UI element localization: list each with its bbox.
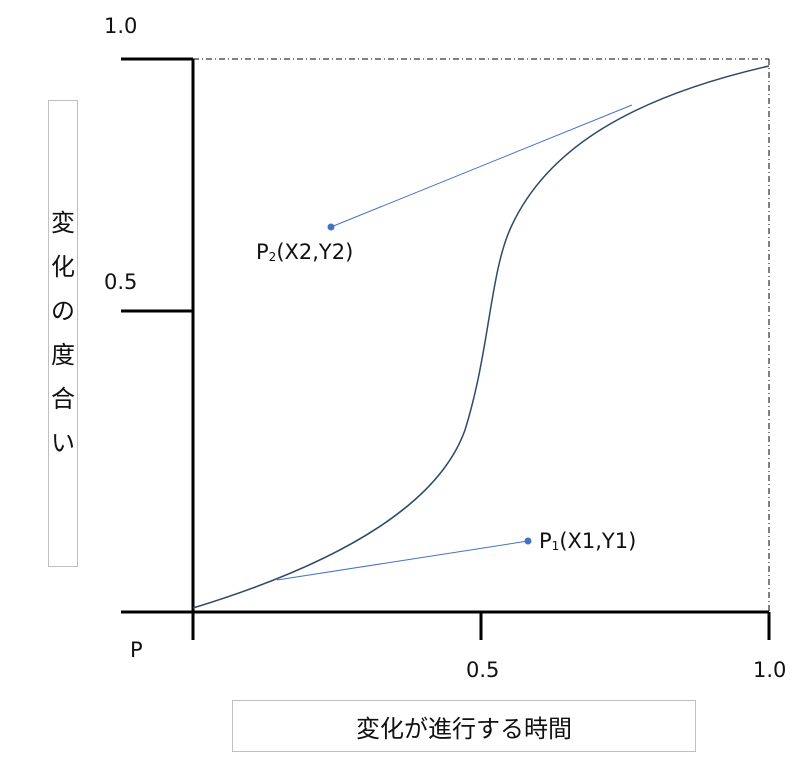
x-tick-label-05: 0.5 [466,658,500,682]
p2-subscript: 2 [268,250,277,264]
y-tick-label-1: 1.0 [104,14,138,38]
y-tick-label-05: 0.5 [104,270,138,294]
y-label-char: 変 [51,209,75,237]
y-label-char: 度 [51,341,75,369]
y-label-char: の [51,297,75,325]
x-axis-label-box: 変化が進行する時間 [232,700,696,752]
handle-line-p1 [276,540,529,581]
p1-letter: P [539,529,552,553]
control-point-p2[interactable] [327,223,335,231]
p2-letter: P [256,240,269,264]
p2-coords: (X2,Y2) [276,240,354,264]
x-tick-label-1: 1.0 [753,658,787,682]
point-label-p1: P1(X1,Y1) [539,529,637,553]
point-label-p2: P2(X2,Y2) [256,240,354,264]
p1-coords: (X1,Y1) [559,529,637,553]
y-label-char: 化 [51,253,75,281]
origin-label: P [130,638,143,662]
handle-line-p2 [330,104,633,228]
bezier-curve [192,65,770,609]
y-label-char: 合 [51,385,75,413]
control-point-p1[interactable] [524,537,532,545]
x-axis-label: 変化が進行する時間 [356,714,572,743]
p1-subscript: 1 [551,539,560,553]
y-label-char: い [51,429,75,457]
y-axis-label-box: 変 化 の 度 合 い [48,100,78,567]
y-axis-label: 変 化 の 度 合 い [49,201,77,465]
